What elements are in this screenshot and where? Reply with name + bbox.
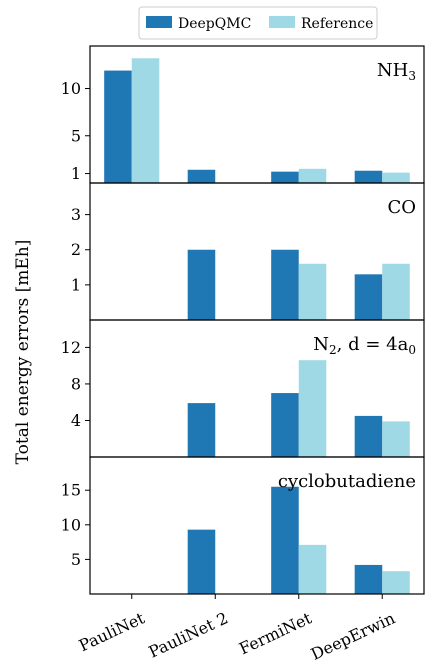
bar-deepqmc-deeperwin — [354, 170, 383, 183]
y-tick-label: 12 — [61, 338, 81, 357]
legend-swatch-reference — [269, 16, 295, 28]
bar-deepqmc-paulinet-2 — [187, 249, 216, 320]
label-subscript: 2 — [329, 343, 337, 357]
y-axis-label: Total energy errors [mEh] — [13, 240, 33, 465]
y-tick-label: 8 — [71, 374, 81, 393]
y-tick-label: 1 — [71, 275, 81, 294]
x-tick-label: FermiNet — [236, 608, 315, 658]
bar-deepqmc-ferminet — [271, 249, 299, 320]
panel-1: 1 5 10 NH3 — [61, 45, 425, 184]
bar-deepqmc-ferminet — [271, 393, 299, 457]
panel-label: CO — [387, 197, 416, 218]
x-tick-label: DeepErwin — [308, 608, 398, 661]
y-tick-label: 1 — [71, 164, 81, 183]
y-tick-label: 2 — [71, 240, 81, 259]
label-part: CO — [387, 197, 416, 218]
bar-deepqmc-deeperwin — [354, 415, 383, 457]
bar-deepqmc-paulinet-2 — [187, 529, 216, 594]
y-tick-label: 3 — [71, 205, 81, 224]
panel-3: 4 8 12 N2, d = 4a0 — [61, 319, 425, 458]
legend: DeepQMC Reference — [138, 6, 378, 40]
legend-frame — [138, 6, 378, 40]
bar-deepqmc-deeperwin — [354, 274, 383, 320]
panel-2: 1 2 3 CO — [71, 182, 425, 321]
panel-label: cyclobutadiene — [278, 471, 416, 492]
panel-4: 5 10 15 cyclobutadiene — [61, 456, 425, 595]
x-tick-label: PauliNet — [76, 608, 148, 655]
bar-reference-ferminet — [298, 544, 327, 594]
label-part: N — [313, 334, 329, 355]
bar-deepqmc-paulinet — [104, 70, 132, 183]
y-tick-label: 10 — [61, 515, 81, 534]
bar-deepqmc-ferminet — [271, 486, 299, 594]
y-tick-label: 5 — [71, 550, 81, 569]
label-part: , d = 4a — [337, 334, 409, 355]
bar-reference-deeperwin — [382, 263, 410, 320]
label-subscript: 0 — [408, 343, 416, 357]
legend-label-deepqmc: DeepQMC — [178, 16, 251, 32]
x-tick-label: PauliNet 2 — [146, 608, 231, 661]
bar-reference-deeperwin — [382, 571, 410, 594]
bar-reference-ferminet — [298, 168, 327, 183]
bar-reference-paulinet — [131, 58, 160, 183]
bar-reference-deeperwin — [382, 172, 410, 183]
y-tick-label: 15 — [61, 481, 81, 500]
legend-label-reference: Reference — [301, 16, 373, 32]
y-tick-label: 5 — [71, 126, 81, 145]
bar-reference-ferminet — [298, 263, 327, 320]
panel-label: NH3 — [377, 60, 416, 83]
panel-frame — [89, 456, 425, 595]
bar-reference-ferminet — [298, 360, 327, 457]
label-part: cyclobutadiene — [278, 471, 416, 492]
legend-swatch-deepqmc — [146, 16, 172, 28]
bar-deepqmc-ferminet — [271, 171, 299, 183]
bar-reference-deeperwin — [382, 421, 410, 457]
y-tick-label: 4 — [71, 411, 81, 430]
bar-deepqmc-paulinet-2 — [187, 403, 216, 457]
label-part: NH — [377, 60, 408, 81]
y-tick-label: 10 — [61, 79, 81, 98]
label-subscript: 3 — [408, 69, 416, 83]
bar-deepqmc-deeperwin — [354, 564, 383, 594]
panel-label: N2, d = 4a0 — [313, 334, 416, 357]
bar-deepqmc-paulinet-2 — [187, 169, 216, 183]
